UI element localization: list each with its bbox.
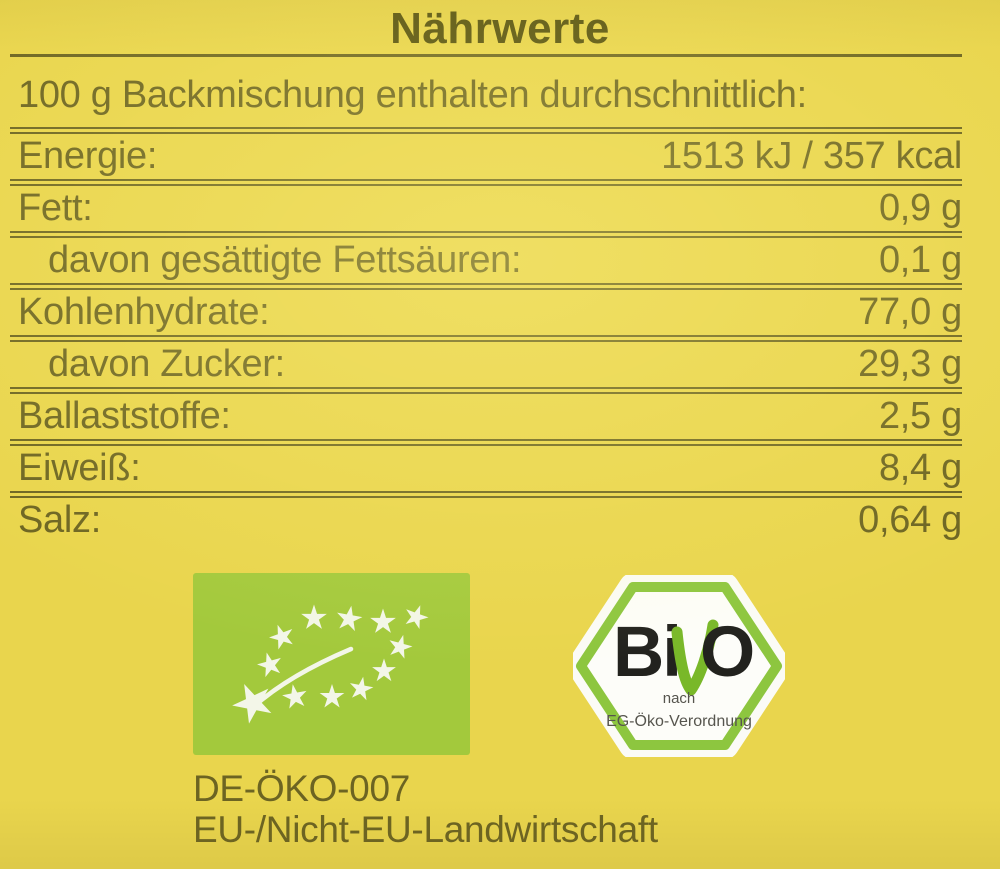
table-row: Fett: 0,9 g	[10, 186, 962, 231]
nutrient-value: 0,1 g	[878, 239, 962, 281]
bio-hexagon-seal: Bi O nach EG-Öko-Verordnung	[573, 575, 785, 757]
table-header-text: 100 g Backmischung enthalten durchschnit…	[18, 73, 807, 116]
origin-statement: EU-/Nicht-EU-Landwirtschaft	[193, 809, 658, 850]
table-row: Kohlenhydrate: 77,0 g	[10, 290, 962, 335]
certification-logos: Bi O nach EG-Öko-Verordnung	[0, 573, 1000, 763]
nutrient-value: 0,9 g	[878, 187, 962, 229]
divider	[10, 491, 962, 498]
nutrient-label: Fett:	[18, 187, 93, 229]
nutrient-label: davon Zucker:	[48, 343, 285, 385]
divider	[10, 335, 962, 342]
eco-control-code: DE-ÖKO-007	[193, 768, 411, 809]
bio-letters-bi: Bi	[613, 613, 680, 692]
divider	[10, 231, 962, 238]
divider	[10, 179, 962, 186]
table-row: Eiweiß: 8,4 g	[10, 446, 962, 491]
bio-letter-o: O	[700, 613, 755, 692]
divider	[10, 127, 962, 134]
nutrient-label: Eiweiß:	[18, 447, 141, 489]
divider	[10, 283, 962, 290]
table-row: Energie: 1513 kJ / 357 kcal	[10, 134, 962, 179]
bio-subline-1: nach	[663, 690, 696, 707]
nutrient-value: 8,4 g	[878, 447, 962, 489]
page-title: Nährwerte	[390, 4, 610, 53]
nutrient-value: 1513 kJ / 357 kcal	[661, 135, 962, 177]
bio-subline-2: EG-Öko-Verordnung	[606, 712, 752, 730]
nutrition-table: 100 g Backmischung enthalten durchschnit…	[10, 54, 962, 543]
bio-leaf-swoosh	[671, 619, 719, 696]
table-header-row: 100 g Backmischung enthalten durchschnit…	[10, 57, 962, 127]
eu-logo-background	[193, 573, 470, 755]
nutrient-value: 29,3 g	[858, 343, 962, 385]
nutrient-value: 0,64 g	[858, 499, 962, 541]
nutrient-label: Ballaststoffe:	[18, 395, 231, 437]
divider	[10, 439, 962, 446]
nutrient-value: 77,0 g	[858, 291, 962, 333]
table-row: Ballaststoffe: 2,5 g	[10, 394, 962, 439]
table-row: davon gesättigte Fettsäuren: 0,1 g	[10, 238, 962, 283]
divider	[10, 387, 962, 394]
nutrient-label: davon gesättigte Fettsäuren:	[48, 239, 522, 281]
eu-organic-leaf-logo	[193, 573, 470, 755]
organic-certification-text: DE-ÖKO-007 EU-/Nicht-EU-Landwirtschaft	[193, 768, 658, 850]
nutrient-label: Energie:	[18, 135, 158, 177]
divider	[10, 54, 962, 57]
nutrient-value: 2,5 g	[878, 395, 962, 437]
table-row: davon Zucker: 29,3 g	[10, 342, 962, 387]
nutrient-label: Kohlenhydrate:	[18, 291, 270, 333]
nutrient-label: Salz:	[18, 499, 101, 541]
table-row: Salz: 0,64 g	[10, 498, 962, 543]
